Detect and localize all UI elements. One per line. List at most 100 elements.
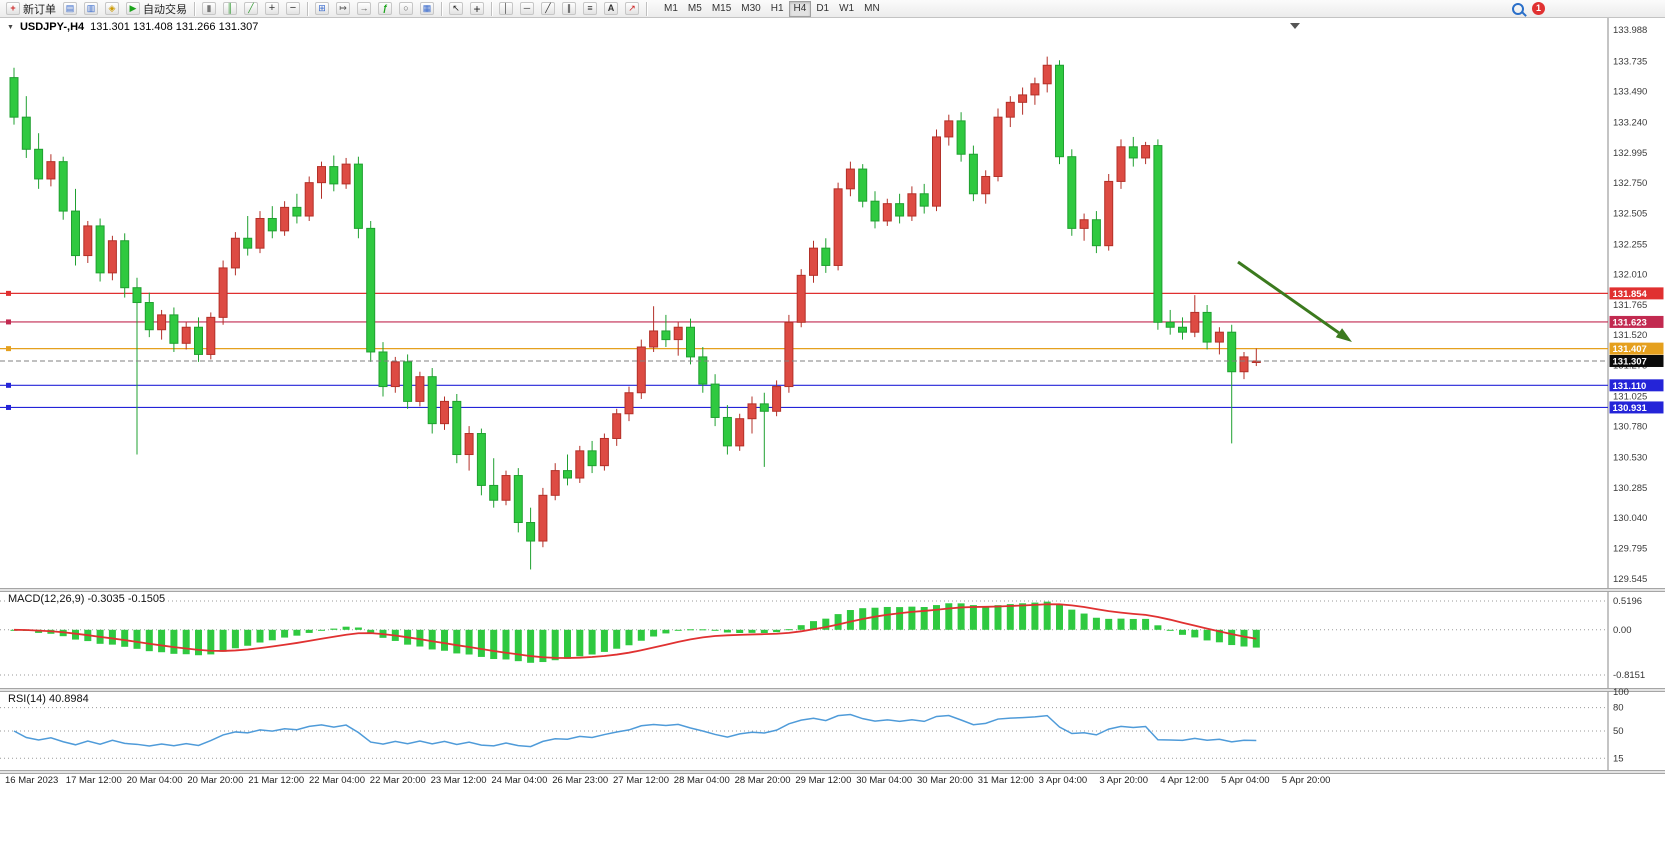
timeframe-m5-button[interactable]: M5 — [683, 1, 707, 17]
candle — [809, 247, 818, 276]
timeframe-m1-button[interactable]: M1 — [659, 1, 683, 17]
time-axis[interactable] — [0, 774, 1608, 791]
macd-bar — [318, 629, 325, 631]
hline-handle[interactable] — [6, 382, 11, 388]
macd-bar — [1215, 629, 1223, 643]
splitter-bar[interactable] — [0, 588, 1665, 592]
equidistant-channel-button[interactable] — [559, 1, 579, 17]
vertical-line-button[interactable] — [496, 1, 516, 17]
candle — [833, 188, 843, 266]
splitter-bar[interactable] — [0, 688, 1665, 692]
macd-bar — [121, 629, 129, 647]
market-watch-button[interactable] — [60, 1, 80, 17]
text-button[interactable] — [601, 1, 621, 17]
timeframe-m15-button[interactable]: M15 — [707, 1, 736, 17]
horizontal-line-button[interactable] — [517, 1, 537, 17]
candle — [550, 470, 560, 496]
hline-handle[interactable] — [6, 319, 11, 325]
trendline-icon — [541, 2, 555, 15]
timeframe-h4-button[interactable]: H4 — [788, 0, 812, 17]
macd-bar — [231, 629, 239, 649]
navigator-button[interactable] — [102, 1, 122, 17]
chart-shift-marker[interactable] — [1290, 23, 1300, 29]
macd-bar — [773, 629, 781, 633]
date-axis-label: 28 Mar 20:00 — [735, 775, 791, 786]
candlestick-icon — [223, 2, 237, 15]
macd-axis-label: 0.5196 — [1613, 596, 1642, 607]
macd-bar — [268, 629, 276, 641]
collapse-panel-icon[interactable]: ▼ — [7, 23, 14, 31]
date-axis-label: 27 Mar 12:00 — [613, 775, 669, 786]
candle — [932, 136, 941, 207]
arrow-shaft[interactable] — [1237, 260, 1340, 335]
timeframe-d1-button[interactable]: D1 — [811, 1, 834, 17]
auto-trading-button[interactable]: 自动交易 — [123, 1, 190, 17]
timeframe-mn-button[interactable]: MN — [859, 1, 885, 17]
price-axis-label: 131.765 — [1613, 300, 1647, 311]
timeframe-h1-button[interactable]: H1 — [766, 1, 789, 17]
candlestick-chart-button[interactable] — [220, 1, 240, 17]
candle — [821, 247, 831, 266]
timeframe-w1-button[interactable]: W1 — [834, 1, 859, 17]
timeframe-m30-button[interactable]: M30 — [736, 1, 765, 17]
price-axis-label: 133.240 — [1613, 118, 1647, 129]
fibonacci-button[interactable] — [580, 1, 600, 17]
search-icon[interactable] — [1512, 2, 1524, 15]
panel-splitter[interactable] — [0, 588, 1665, 592]
macd-bar — [650, 629, 658, 637]
crosshair-button[interactable] — [467, 1, 487, 17]
indicators-icon — [378, 2, 392, 15]
notification-badge[interactable]: 1 — [1532, 2, 1545, 15]
periods-button[interactable] — [396, 1, 416, 17]
hline-handle[interactable] — [6, 290, 11, 296]
candle — [83, 225, 93, 257]
hline-handle[interactable] — [6, 346, 11, 352]
splitter-bar[interactable] — [0, 770, 1665, 774]
tile-windows-button[interactable] — [312, 1, 332, 17]
indicators-button[interactable] — [375, 1, 395, 17]
bar-chart-button[interactable] — [199, 1, 219, 17]
trend-arrow-annotation[interactable] — [1237, 260, 1352, 342]
candle — [1030, 83, 1040, 96]
arrows-button[interactable] — [622, 1, 642, 17]
trendline-button[interactable] — [538, 1, 558, 17]
date-axis-label: 29 Mar 12:00 — [795, 775, 851, 786]
candle — [169, 314, 179, 344]
candle — [1153, 145, 1163, 323]
zoom-in-button[interactable] — [262, 1, 282, 17]
new-order-button[interactable]: 新订单 — [3, 1, 59, 17]
cursor-button[interactable] — [446, 1, 466, 17]
panel-splitter[interactable] — [0, 688, 1665, 692]
templates-button[interactable] — [417, 1, 437, 17]
fibonacci-icon — [583, 2, 597, 15]
data-window-button[interactable] — [81, 1, 101, 17]
line-chart-button[interactable] — [241, 1, 261, 17]
price-axis-label: 129.545 — [1613, 574, 1647, 585]
macd-bar — [846, 610, 854, 630]
macd-bar — [687, 629, 694, 631]
macd-bar — [834, 614, 842, 630]
auto-scroll-button[interactable] — [333, 1, 353, 17]
price-axis-label: 132.010 — [1613, 270, 1647, 281]
candle — [1091, 219, 1101, 247]
candle — [58, 161, 68, 212]
zoom-out-button[interactable] — [283, 1, 303, 17]
hline-handle[interactable] — [6, 404, 11, 410]
candle — [612, 413, 622, 439]
macd-bar — [674, 629, 682, 631]
panel-splitter[interactable] — [0, 770, 1665, 774]
candle — [403, 361, 413, 402]
macd-bar — [108, 629, 116, 645]
play-icon — [126, 2, 140, 15]
macd-bar — [1043, 601, 1051, 630]
price-axis-label: 129.795 — [1613, 543, 1647, 554]
candle — [427, 376, 437, 425]
chart-shift-button[interactable] — [354, 1, 374, 17]
macd-bar — [416, 629, 424, 647]
macd-bar — [982, 606, 990, 630]
macd-bar — [810, 621, 817, 630]
new-order-icon — [6, 2, 20, 15]
price-tag-box — [1609, 287, 1664, 300]
date-axis-label: 16 Mar 2023 — [5, 775, 58, 786]
